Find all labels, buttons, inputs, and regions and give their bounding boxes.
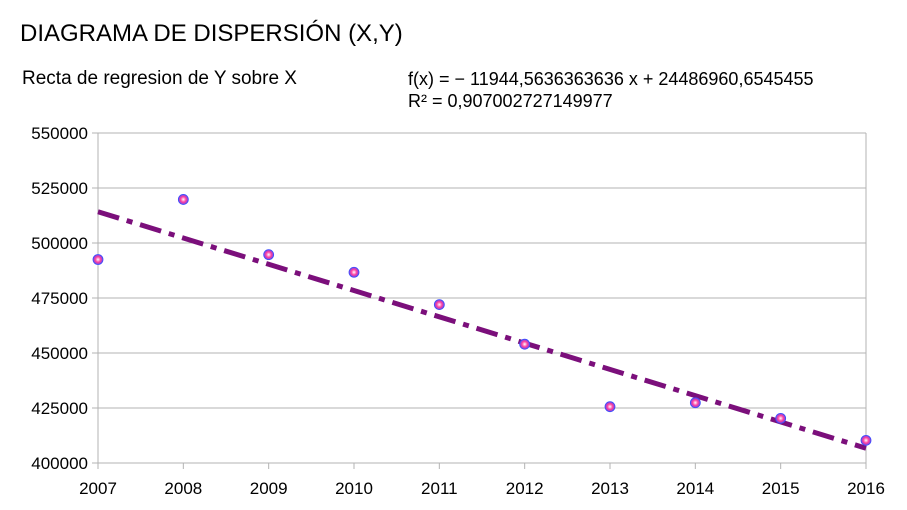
y-tick-label: 475000 [31,289,88,308]
y-tick-label: 500000 [31,234,88,253]
data-point [775,412,787,424]
data-point [348,266,360,278]
x-tick-label: 2009 [250,479,288,498]
data-point [689,397,701,409]
r-squared: R² = 0,907002727149977 [408,91,613,111]
x-tick-label: 2007 [79,479,117,498]
data-points [92,194,872,446]
data-point [604,401,616,413]
x-tick-label: 2015 [762,479,800,498]
tick-labels: 400000 425000 450000 475000 500000 525000 5500… [31,124,885,498]
y-tick-label: 425000 [31,399,88,418]
data-point [92,254,104,265]
y-tick-label: 400000 [31,454,88,473]
x-tick-label: 2010 [335,479,373,498]
x-tick-label: 2008 [164,479,202,498]
x-tick-label: 2013 [591,479,629,498]
x-tick-label: 2014 [676,479,714,498]
x-tick-label: 2012 [506,479,544,498]
regression-line [97,209,867,451]
regression-equation-block: f(x) = − 11944,5636363636 x + 24486960,6… [408,68,814,112]
data-point [263,249,275,261]
trendline-layer [97,209,867,451]
chart-title: DIAGRAMA DE DISPERSIÓN (X,Y) [20,20,403,47]
y-tick-label: 450000 [31,344,88,363]
data-point [177,194,189,205]
data-point [519,338,531,350]
axes [97,133,867,469]
chart-subtitle: Recta de regresion de Y sobre X [22,68,297,89]
data-point [433,299,445,311]
y-tick-label: 525000 [31,179,88,198]
y-tick-label: 550000 [31,124,88,143]
x-tick-label: 2011 [421,479,458,498]
regression-equation: f(x) = − 11944,5636363636 x + 24486960,6… [408,69,814,89]
x-tick-label: 2016 [847,479,885,498]
data-point [860,434,872,446]
gridlines [92,132,866,464]
